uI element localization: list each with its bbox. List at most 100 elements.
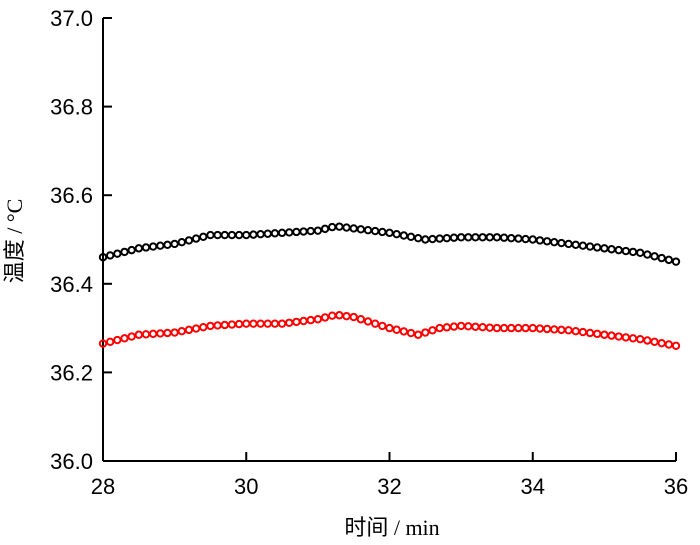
- data-point: [435, 234, 444, 243]
- data-point: [277, 228, 287, 238]
- data-point: [105, 337, 115, 347]
- data-point: [635, 334, 645, 344]
- data-point: [600, 244, 609, 253]
- x-axis-title: 时间 / min: [344, 515, 439, 540]
- data-point: [507, 233, 516, 243]
- data-point: [105, 251, 115, 260]
- data-point: [184, 236, 194, 245]
- data-point: [370, 319, 380, 328]
- data-point: [363, 317, 373, 326]
- data-point: [542, 237, 552, 246]
- axes: [102, 18, 676, 462]
- data-point: [320, 313, 330, 322]
- data-point: [234, 230, 244, 240]
- data-point: [421, 235, 430, 244]
- data-point: [242, 230, 251, 240]
- data-point: [399, 231, 409, 240]
- data-point: [199, 323, 208, 332]
- data-point: [378, 227, 387, 237]
- data-point: [621, 246, 631, 256]
- data-point: [98, 253, 108, 262]
- data-point: [442, 323, 451, 332]
- data-point: [249, 319, 258, 328]
- data-point: [385, 228, 394, 238]
- data-point: [227, 320, 237, 329]
- data-point: [521, 323, 530, 333]
- data-point: [464, 233, 473, 242]
- series-layer: [98, 222, 681, 351]
- data-point: [406, 328, 416, 338]
- y-tick-label: 36.6: [50, 183, 93, 208]
- y-tick-label: 37.0: [50, 6, 93, 31]
- data-point: [134, 244, 144, 253]
- data-point: [199, 232, 208, 242]
- data-point: [277, 319, 287, 328]
- data-point: [664, 340, 674, 349]
- series-1: [98, 311, 681, 351]
- data-point: [313, 315, 323, 324]
- data-point: [220, 320, 229, 330]
- data-point: [113, 335, 122, 345]
- data-point: [156, 241, 165, 250]
- data-point: [98, 339, 108, 348]
- y-tick-label: 36.8: [50, 95, 93, 120]
- data-point: [170, 328, 179, 337]
- data-point: [421, 328, 430, 337]
- data-point: [485, 233, 494, 242]
- data-point: [120, 334, 129, 343]
- data-point: [285, 228, 294, 237]
- data-point: [163, 240, 172, 250]
- data-point: [127, 332, 136, 341]
- y-tick-label: 36.0: [50, 449, 93, 474]
- data-point: [378, 321, 387, 331]
- data-point: [528, 235, 537, 244]
- data-point: [535, 324, 545, 333]
- data-point: [449, 233, 459, 242]
- data-point: [392, 229, 401, 239]
- data-point: [113, 249, 122, 258]
- data-point: [413, 330, 423, 339]
- data-point: [514, 323, 523, 333]
- data-point: [356, 225, 366, 234]
- data-point: [607, 331, 616, 340]
- data-point: [499, 233, 509, 242]
- data-point: [442, 233, 451, 243]
- x-tick-label: 30: [234, 474, 258, 499]
- data-point: [306, 226, 315, 236]
- data-point: [492, 233, 502, 242]
- data-point: [671, 341, 681, 351]
- data-point: [478, 323, 487, 332]
- data-point: [521, 234, 530, 244]
- data-point: [256, 229, 265, 239]
- data-point: [120, 247, 129, 257]
- data-point: [499, 323, 509, 333]
- data-point: [650, 252, 659, 261]
- data-point: [313, 226, 323, 235]
- data-point: [256, 319, 265, 328]
- data-point: [607, 245, 616, 254]
- data-point: [614, 332, 623, 341]
- data-point: [413, 233, 423, 243]
- data-point: [141, 243, 151, 252]
- data-point: [585, 242, 595, 251]
- data-point: [363, 226, 373, 235]
- data-point: [671, 257, 681, 266]
- data-point: [392, 325, 401, 334]
- data-point: [557, 325, 566, 335]
- data-point: [564, 239, 573, 249]
- data-point: [657, 338, 666, 348]
- x-tick-label: 36: [664, 474, 688, 499]
- x-tick-label: 28: [91, 474, 115, 499]
- data-point: [628, 334, 638, 343]
- data-point: [535, 236, 545, 245]
- data-point: [492, 323, 502, 333]
- data-point: [177, 327, 186, 336]
- data-point: [213, 321, 222, 330]
- data-point: [643, 250, 652, 259]
- data-point: [342, 311, 351, 321]
- data-point: [292, 227, 301, 237]
- data-point: [464, 322, 473, 331]
- x-tick-label: 34: [521, 474, 545, 499]
- data-point: [349, 312, 358, 322]
